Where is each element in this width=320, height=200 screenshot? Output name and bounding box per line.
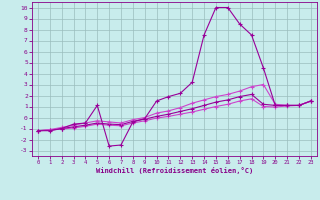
X-axis label: Windchill (Refroidissement éolien,°C): Windchill (Refroidissement éolien,°C) bbox=[96, 167, 253, 174]
